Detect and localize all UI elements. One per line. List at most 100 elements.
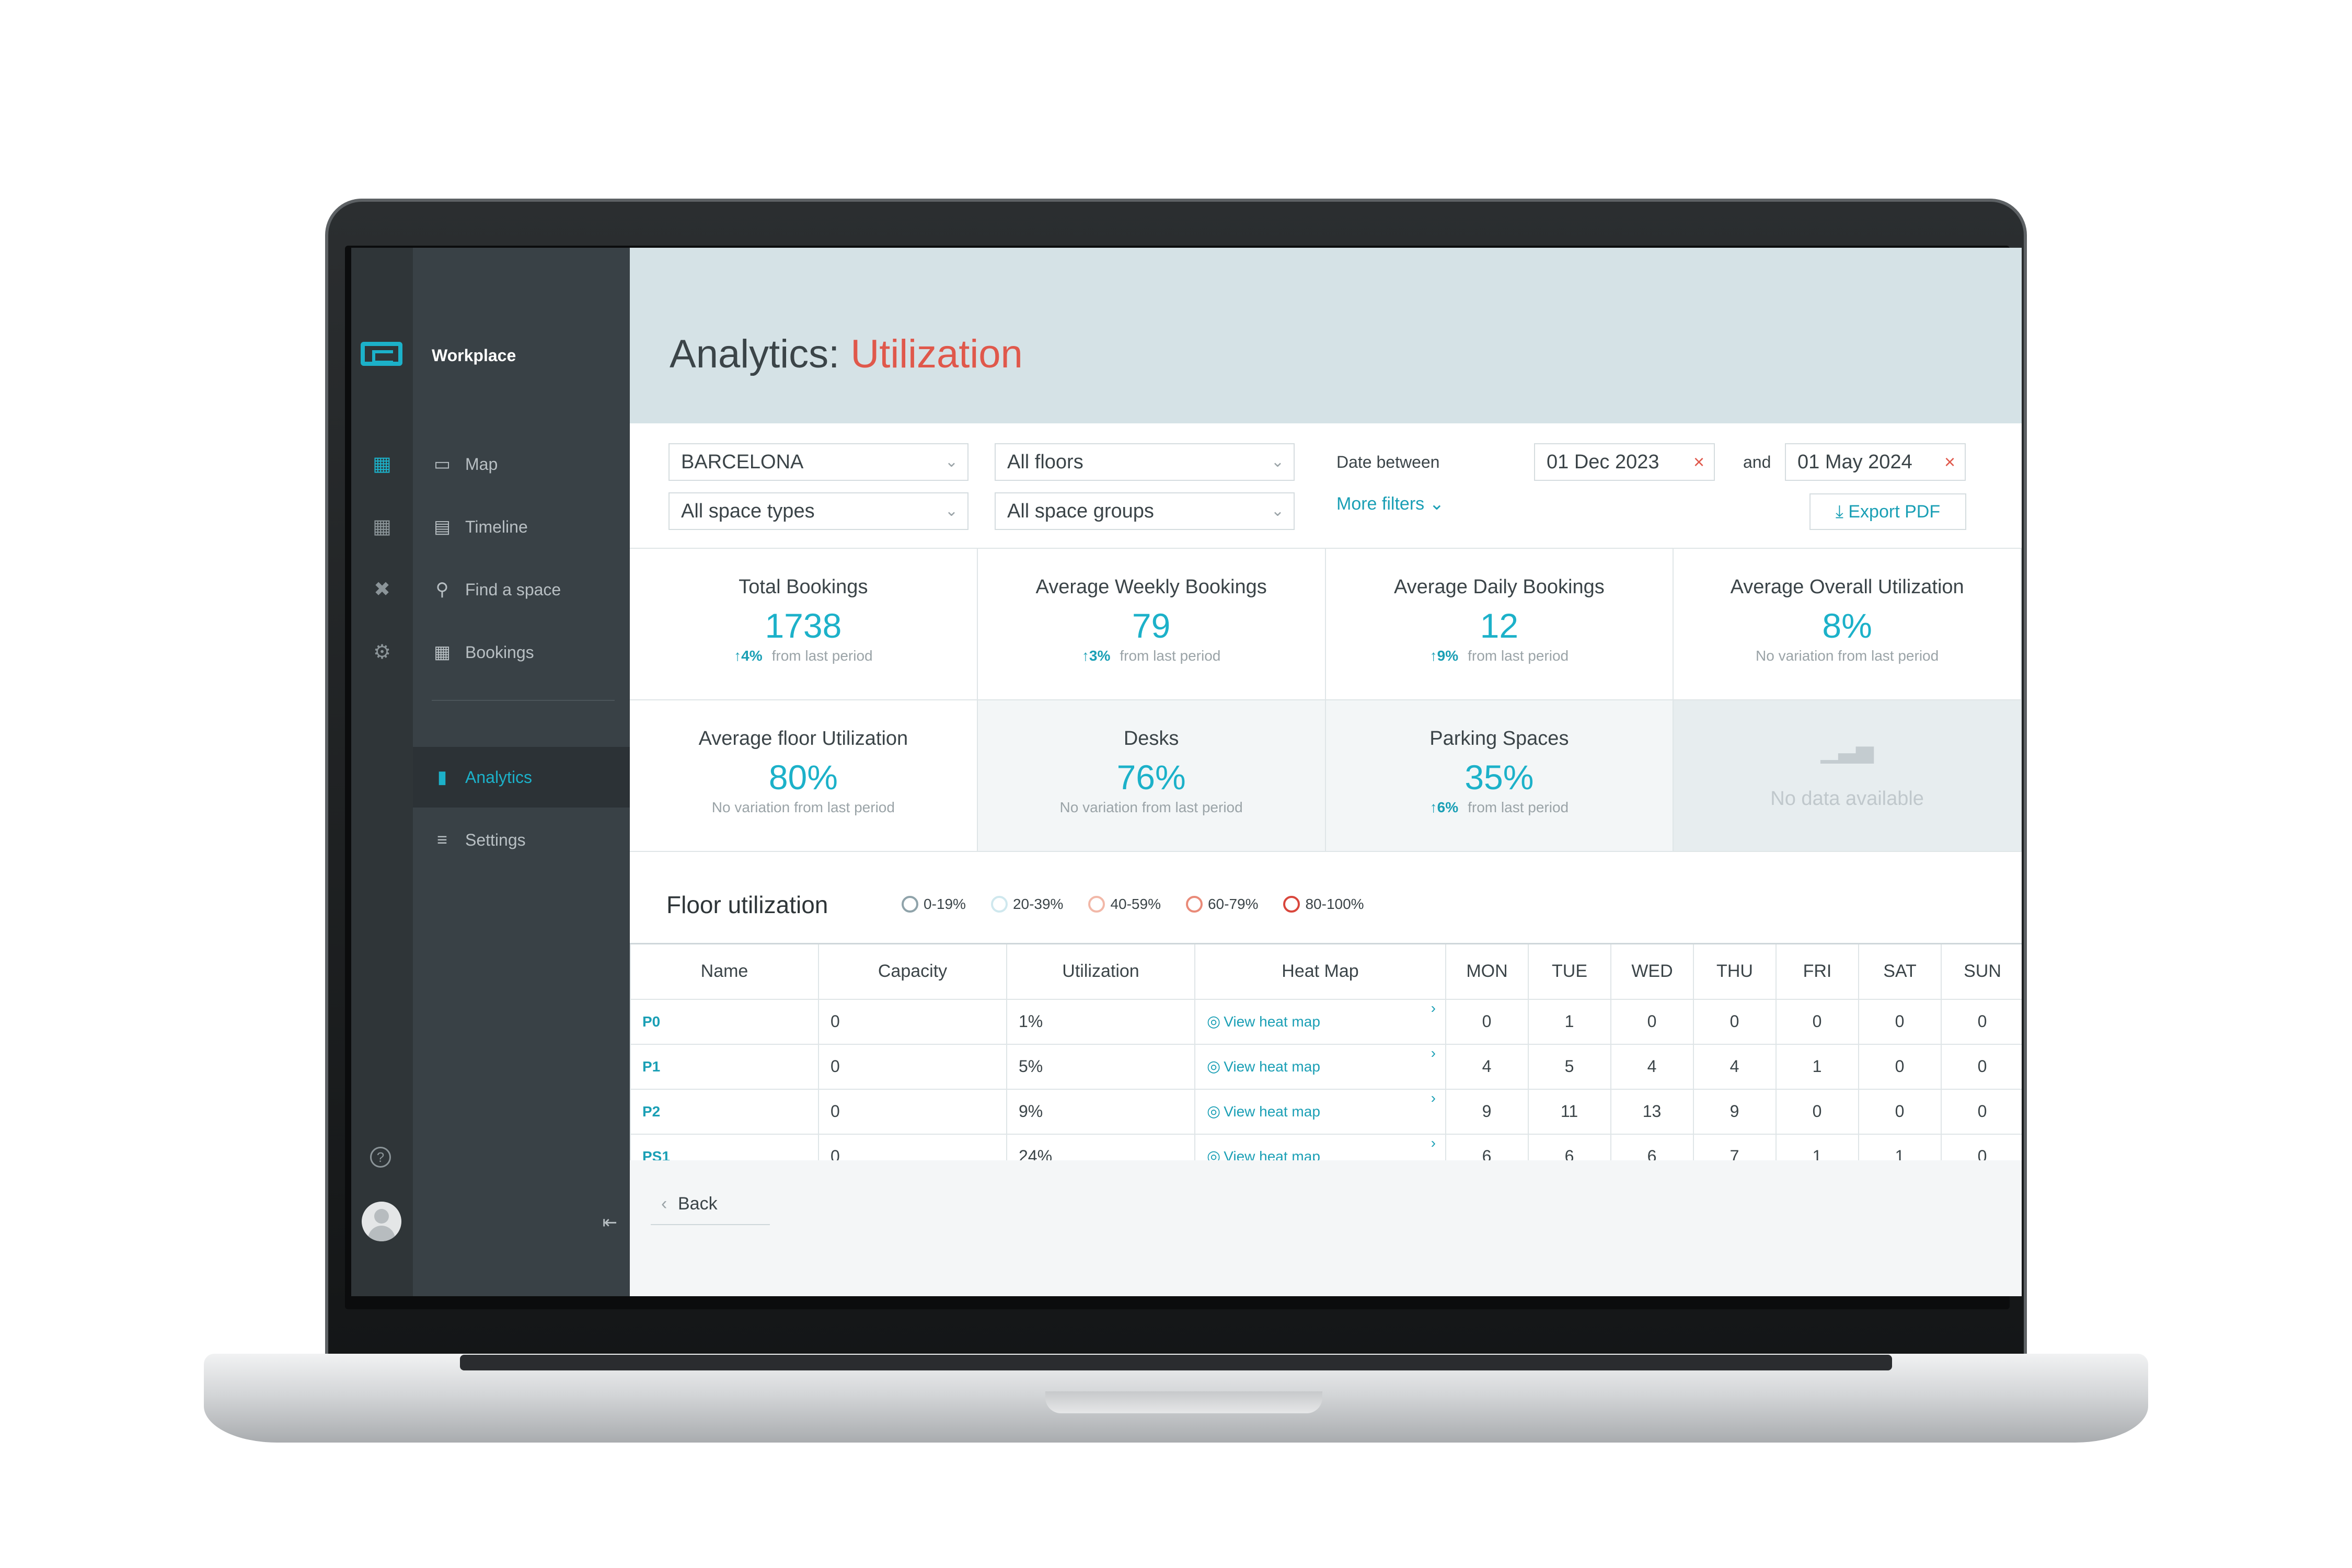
- column-header[interactable]: FRI: [1775, 943, 1859, 1000]
- date-to-field[interactable]: 01 May 2024 ×: [1785, 443, 1966, 481]
- day-count-cell: 4: [1693, 1043, 1777, 1090]
- kpi-value: 80%: [768, 758, 838, 797]
- calendar-icon[interactable]: ▦: [373, 516, 391, 538]
- chevron-left-icon: ‹: [661, 1194, 667, 1214]
- kpi-parking-spaces: Parking Spaces 35% ↑6% from last period: [1325, 700, 1674, 852]
- day-count-cell: 0: [1693, 998, 1777, 1045]
- bookings-icon: ▦: [433, 642, 451, 662]
- bar-chart-icon: ▁▃▅: [1820, 737, 1874, 763]
- view-heat-map-link[interactable]: ◎ View heat map ›: [1194, 1133, 1446, 1160]
- kpi-value: 12: [1480, 606, 1519, 645]
- kpi-average-weekly-bookings: Average Weekly Bookings 79 ↑3% from last …: [977, 549, 1326, 700]
- kpi-average-daily-bookings: Average Daily Bookings 12 ↑9% from last p…: [1325, 549, 1674, 700]
- and-label: and: [1743, 453, 1771, 471]
- kpi-average-overall-utilization: Average Overall Utilization 8% No variat…: [1674, 549, 2022, 700]
- kpi-note: from last period: [771, 648, 873, 664]
- floor-name-link[interactable]: P2: [630, 1088, 819, 1135]
- export-pdf-button[interactable]: ⤓ Export PDF: [1809, 493, 1966, 530]
- more-filters-link[interactable]: More filters ⌄: [1336, 493, 1444, 514]
- kpi-title: Total Bookings: [739, 576, 868, 598]
- day-count-cell: 4: [1610, 1043, 1694, 1090]
- space-groups-select[interactable]: All space groups ⌄: [995, 492, 1295, 530]
- sidebar-item-settings[interactable]: ≡ Settings: [413, 810, 630, 870]
- utilization-cell: 24%: [1006, 1133, 1195, 1160]
- analytics-icon: ▮: [437, 767, 447, 787]
- utilization-legend: 0-19% 20-39% 40-59% 60-79% 80-100%: [902, 896, 1364, 913]
- floor-utilization-title: Floor utilization: [666, 891, 828, 918]
- day-count-cell: 1: [1858, 1133, 1942, 1160]
- gear-icon[interactable]: ⚙: [373, 641, 391, 663]
- column-header[interactable]: Heat Map: [1194, 943, 1446, 1000]
- kpi-change: ↑6% from last period: [1326, 799, 1673, 816]
- column-header[interactable]: THU: [1693, 943, 1777, 1000]
- kpi-note: from last period: [1468, 799, 1569, 815]
- floors-select[interactable]: All floors ⌄: [995, 443, 1295, 481]
- sliders-icon: ≡: [437, 829, 447, 850]
- clear-date-from-icon[interactable]: ×: [1693, 451, 1704, 472]
- help-icon[interactable]: ?: [370, 1147, 391, 1168]
- floor-utilization-table-viewport[interactable]: Name Capacity Utilization Heat Map MON T…: [630, 943, 2022, 1160]
- column-header[interactable]: MON: [1445, 943, 1529, 1000]
- target-icon: ◎: [1207, 1148, 1221, 1160]
- column-header[interactable]: SUN: [1941, 943, 2022, 1000]
- chevron-right-icon: ›: [1431, 999, 1436, 1016]
- table-header-row: Name Capacity Utilization Heat Map MON T…: [630, 943, 2022, 1000]
- space-groups-select-value: All space groups: [1007, 500, 1154, 522]
- view-heat-map-link[interactable]: ◎ View heat map ›: [1194, 998, 1446, 1045]
- day-count-cell: 9: [1445, 1088, 1529, 1135]
- legend-item: 0-19%: [902, 896, 966, 913]
- floor-name-link[interactable]: P0: [630, 998, 819, 1045]
- kpi-title: Average Overall Utilization: [1730, 576, 1964, 598]
- view-heat-map-link[interactable]: ◎ View heat map ›: [1194, 1043, 1446, 1090]
- day-count-cell: 0: [1941, 1043, 2022, 1090]
- timeline-icon: ▤: [433, 517, 451, 537]
- day-count-cell: 11: [1528, 1088, 1611, 1135]
- date-between-label: Date between: [1336, 453, 1440, 471]
- column-header[interactable]: SAT: [1858, 943, 1942, 1000]
- legend-dot: [1185, 896, 1203, 913]
- export-pdf-label: Export PDF: [1848, 502, 1941, 522]
- building-icon[interactable]: ▦: [373, 453, 391, 475]
- day-count-cell: 0: [1941, 1133, 2022, 1160]
- column-header[interactable]: TUE: [1528, 943, 1611, 1000]
- column-header[interactable]: Name: [630, 943, 819, 1000]
- sidebar-item-analytics[interactable]: ▮ Analytics: [413, 747, 630, 808]
- chevron-right-icon: ›: [1431, 1134, 1436, 1151]
- heat-map-label: View heat map: [1224, 1058, 1320, 1075]
- legend-dot: [1088, 896, 1105, 913]
- sidebar-item-bookings[interactable]: ▦ Bookings: [413, 622, 630, 683]
- tools-icon[interactable]: ✖: [374, 579, 390, 601]
- clear-date-to-icon[interactable]: ×: [1944, 451, 1955, 472]
- floor-name-link[interactable]: P1: [630, 1043, 819, 1090]
- heat-map-label: View heat map: [1224, 1148, 1320, 1160]
- back-button[interactable]: ‹ Back: [651, 1194, 770, 1225]
- location-select-value: BARCELONA: [681, 451, 804, 473]
- kpi-change: ↑9% from last period: [1326, 648, 1673, 664]
- floor-name-link[interactable]: PS1: [630, 1133, 819, 1160]
- day-count-cell: 0: [1775, 998, 1859, 1045]
- column-header[interactable]: Capacity: [818, 943, 1007, 1000]
- column-header[interactable]: Utilization: [1006, 943, 1195, 1000]
- view-heat-map-link[interactable]: ◎ View heat map ›: [1194, 1088, 1446, 1135]
- avatar[interactable]: [362, 1202, 401, 1241]
- date-from-field[interactable]: 01 Dec 2023 ×: [1534, 443, 1715, 481]
- day-count-cell: 6: [1610, 1133, 1694, 1160]
- kpi-title: Average Daily Bookings: [1394, 576, 1605, 598]
- map-icon: ▭: [433, 454, 451, 474]
- chevron-right-icon: ›: [1431, 1044, 1436, 1061]
- kpi-value: 79: [1132, 606, 1171, 645]
- kpi-note: No variation from last period: [1756, 648, 1939, 664]
- kpi-value: 76%: [1116, 758, 1186, 797]
- day-count-cell: 0: [1941, 1088, 2022, 1135]
- location-select[interactable]: BARCELONA ⌄: [668, 443, 969, 481]
- sidebar-item-map[interactable]: ▭ Map: [413, 434, 630, 494]
- collapse-sidebar-icon[interactable]: ⇤: [602, 1213, 618, 1232]
- footer-area: [630, 1160, 2022, 1296]
- column-header[interactable]: WED: [1610, 943, 1694, 1000]
- page-header: Analytics: Utilization: [630, 248, 2022, 423]
- kpi-no-data: ▁▃▅ No data available: [1674, 700, 2022, 852]
- app-screen: ▦ ▦ ✖ ⚙ ? Workplace ▭ Map ▤ Timeline ⚲ F…: [351, 248, 2022, 1296]
- sidebar-item-find-a-space[interactable]: ⚲ Find a space: [413, 559, 630, 620]
- space-types-select[interactable]: All space types ⌄: [668, 492, 969, 530]
- sidebar-item-timeline[interactable]: ▤ Timeline: [413, 497, 630, 557]
